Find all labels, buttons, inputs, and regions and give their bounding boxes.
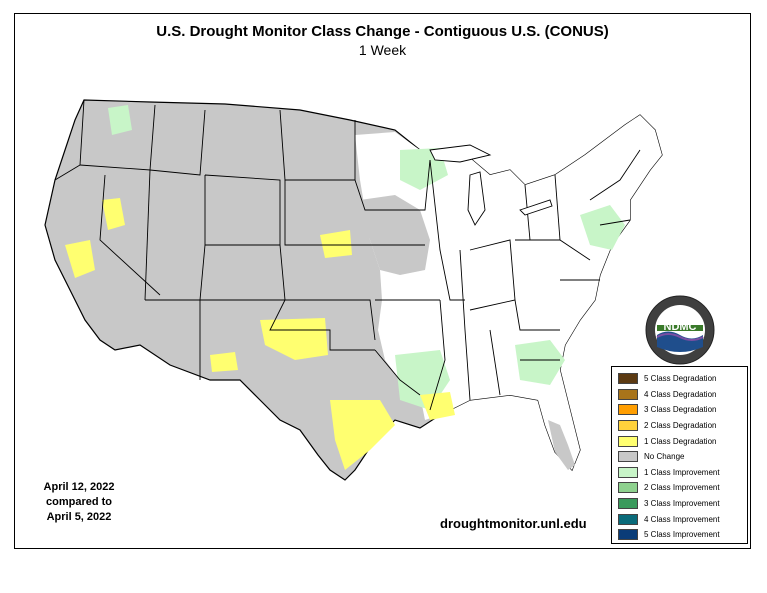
legend-label: 5 Class Degradation [644, 374, 717, 384]
legend-swatch [618, 404, 638, 416]
degradation-new-mexico [210, 352, 238, 372]
legend-swatch [618, 529, 638, 541]
degradation-kansas [320, 230, 352, 258]
legend-swatch [618, 466, 638, 478]
legend-swatch [618, 498, 638, 510]
gray-patch-florida [548, 420, 575, 470]
legend-swatch [618, 420, 638, 432]
state-borders [54, 99, 641, 411]
legend-item: 3 Class Improvement [618, 496, 747, 512]
date-previous: April 5, 2022 [46, 511, 112, 523]
legend-item: 4 Class Improvement [618, 511, 747, 527]
legend-item: 2 Class Degradation [618, 418, 747, 434]
legend-item: 5 Class Improvement [618, 527, 747, 543]
logo-text: NDMC [664, 321, 697, 333]
legend-label: No Change [644, 452, 685, 462]
legend-item: 4 Class Degradation [618, 387, 747, 403]
gray-patch-midwest [360, 195, 430, 275]
legend-swatch [618, 435, 638, 447]
degradation-california [65, 240, 95, 278]
legend-item: 5 Class Degradation [618, 371, 747, 387]
degradation-oklahoma-panhandle [260, 318, 328, 360]
lake-erie [519, 199, 553, 216]
degradation-nevada [102, 198, 125, 230]
legend-label: 1 Class Degradation [644, 436, 717, 446]
improvement-northeast [580, 205, 625, 250]
date-block: April 12, 2022 compared to April 5, 2022 [24, 480, 134, 525]
degradation-louisiana [420, 392, 455, 420]
legend-swatch [618, 513, 638, 525]
legend-item: 3 Class Degradation [618, 402, 747, 418]
legend-label: 3 Class Degradation [644, 405, 717, 415]
website-link[interactable]: droughtmonitor.unl.edu [440, 516, 587, 531]
improvement-northwest [108, 105, 132, 135]
degradation-texas [330, 400, 395, 470]
improvement-southeast [515, 340, 565, 385]
legend-swatch [618, 388, 638, 400]
legend-label: 3 Class Improvement [644, 499, 720, 509]
map-subtitle: 1 Week [358, 42, 407, 58]
legend-swatch [618, 451, 638, 463]
legend-item: 2 Class Improvement [618, 480, 747, 496]
date-current: April 12, 2022 [43, 481, 115, 493]
legend-label: 2 Class Improvement [644, 483, 720, 493]
date-compared-to: compared to [45, 496, 112, 508]
legend-label: 1 Class Improvement [644, 467, 720, 477]
lake-superior [429, 144, 492, 163]
legend: 5 Class Degradation 4 Class Degradation 3 … [611, 366, 748, 544]
legend-item: No Change [618, 449, 747, 465]
map-title: U.S. Drought Monitor Class Change - Cont… [156, 23, 609, 40]
legend-label: 5 Class Improvement [644, 530, 720, 540]
legend-label: 4 Class Degradation [644, 389, 717, 399]
legend-swatch [618, 373, 638, 385]
ndmc-logo: NDMC [645, 295, 715, 365]
legend-item: 1 Class Improvement [618, 465, 747, 481]
legend-item: 1 Class Degradation [618, 433, 747, 449]
legend-label: 4 Class Improvement [644, 514, 720, 524]
lake-michigan [467, 171, 486, 226]
legend-swatch [618, 482, 638, 494]
legend-label: 2 Class Degradation [644, 421, 717, 431]
